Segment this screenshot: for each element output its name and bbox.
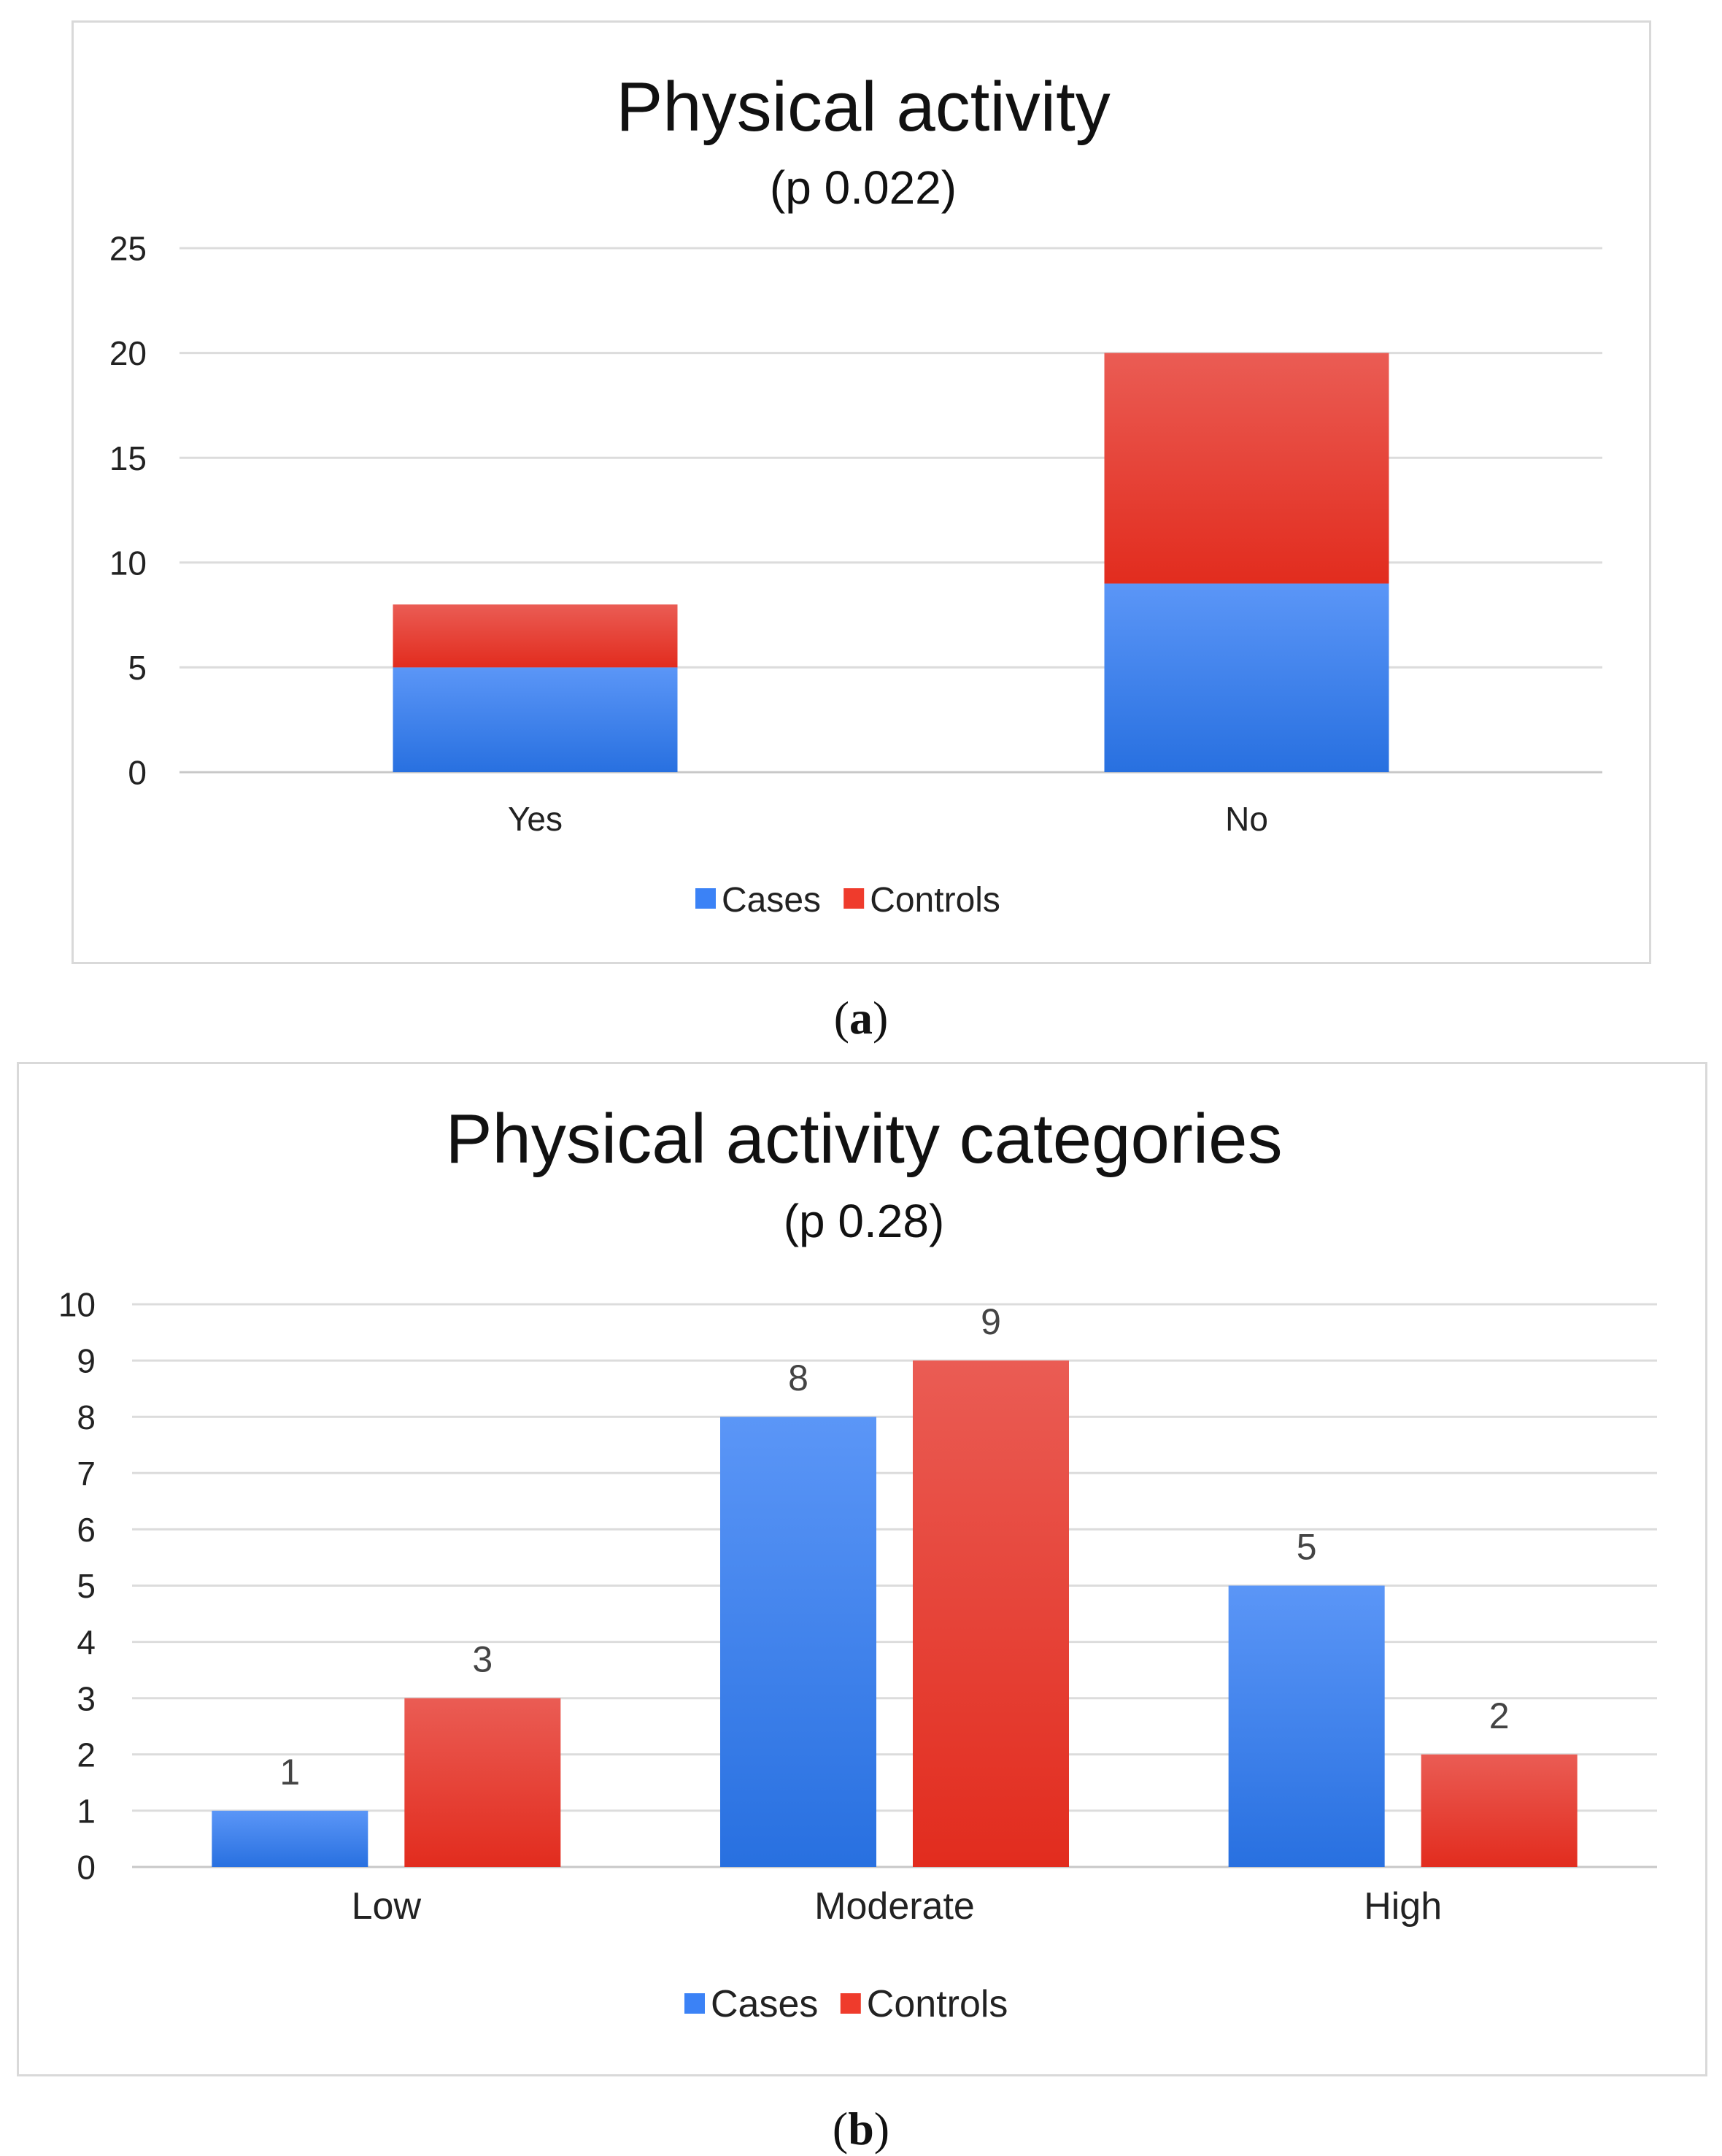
chart-b-y-tick-label: 0 (77, 1849, 96, 1887)
chart-b-bar-cases-high (1228, 1585, 1385, 1867)
chart-b-data-label: 8 (788, 1358, 808, 1398)
chart-a-svg: Physical activity (p 0.022) 0 5 10 15 20 25 Yes N… (109, 68, 1602, 920)
chart-b-legend-label-controls: Controls (867, 1983, 1008, 2025)
chart-b-y-tick-label: 8 (77, 1398, 96, 1436)
caption-a: (a) (833, 992, 889, 1044)
chart-b-data-label: 2 (1489, 1695, 1510, 1736)
chart-b-data-label: 3 (472, 1639, 493, 1680)
chart-b-title: Physical activity categories (445, 1100, 1282, 1178)
chart-b-subtitle: (p 0.28) (784, 1195, 945, 1247)
chart-b-data-label: 1 (279, 1752, 300, 1793)
chart-a-legend-label-controls: Controls (870, 881, 1000, 920)
chart-b-bar-controls-moderate (913, 1360, 1069, 1867)
caption-b: (b) (832, 2103, 890, 2155)
chart-b-y-tick-label: 9 (77, 1342, 96, 1380)
chart-a-bar-controls-yes (393, 604, 678, 668)
chart-b-bar-controls-low (404, 1698, 561, 1867)
chart-a-title: Physical activity (616, 68, 1111, 146)
caption-a-letter: a (849, 992, 873, 1044)
chart-a-x-tick-label: Yes (508, 800, 563, 838)
chart-a-subtitle: (p 0.022) (770, 161, 957, 214)
chart-a-y-tick-label: 25 (109, 230, 147, 268)
chart-b-y-tick-label: 7 (77, 1455, 96, 1493)
chart-b-legend-label-cases: Cases (711, 1983, 818, 2025)
chart-b-y-tick-label: 2 (77, 1736, 96, 1774)
caption-b-letter: b (848, 2103, 874, 2155)
chart-panel-b: Physical activity categories (p 0.28) 0 1 2 3… (17, 1062, 1707, 2076)
chart-a-y-tick-label: 20 (109, 334, 147, 372)
chart-a-bar-cases-yes (393, 667, 678, 772)
chart-b-y-tick-label: 4 (77, 1623, 96, 1661)
chart-b-bar-cases-low (212, 1810, 368, 1867)
chart-a-legend-swatch-cases (695, 888, 716, 909)
chart-b-x-tick-label: Low (352, 1885, 422, 1928)
chart-b-legend-swatch-cases (684, 1993, 705, 2014)
chart-b-y-tick-label: 1 (77, 1792, 96, 1830)
chart-b-x-tick-label: Moderate (814, 1885, 975, 1928)
chart-b-data-label: 9 (981, 1301, 1001, 1342)
chart-b-bar-cases-moderate (720, 1417, 876, 1867)
chart-a-y-tick-label: 10 (109, 544, 147, 582)
chart-a-bar-controls-no (1104, 353, 1389, 584)
chart-panel-a: Physical activity (p 0.022) 0 5 10 15 20 25 Yes N… (72, 20, 1651, 964)
chart-b-y-tick-label: 3 (77, 1679, 96, 1717)
chart-b-y-tick-label: 10 (58, 1286, 96, 1324)
chart-b-y-tick-label: 5 (77, 1567, 96, 1605)
chart-a-y-tick-label: 0 (128, 754, 147, 792)
chart-b-legend-swatch-controls (840, 1993, 861, 2014)
chart-b-data-label: 5 (1297, 1527, 1317, 1568)
chart-b-bar-controls-high (1421, 1754, 1578, 1867)
chart-b-svg: Physical activity categories (p 0.28) 0 1 2 3… (58, 1100, 1657, 2025)
chart-a-y-tick-label: 5 (128, 649, 147, 687)
chart-b-x-tick-label: High (1364, 1885, 1442, 1928)
chart-a-y-tick-label: 15 (109, 439, 147, 477)
chart-a-legend-label-cases: Cases (722, 881, 821, 920)
chart-b-y-tick-label: 6 (77, 1511, 96, 1549)
chart-a-bar-cases-no (1104, 583, 1389, 772)
chart-a-x-tick-label: No (1225, 800, 1268, 838)
chart-a-legend-swatch-controls (843, 888, 865, 909)
